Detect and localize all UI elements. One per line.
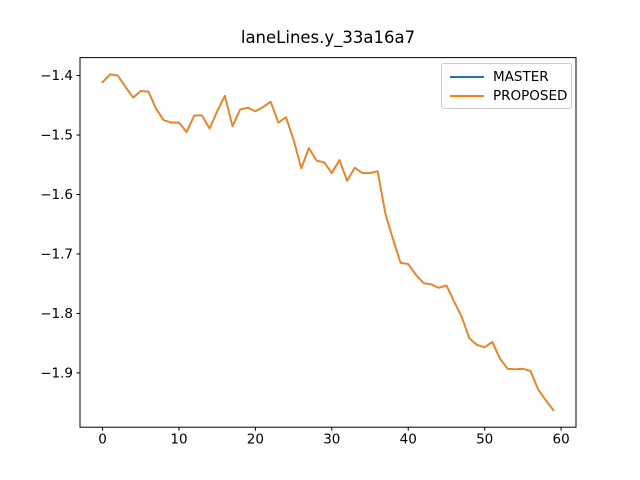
y-tick-label: −1.9: [40, 365, 73, 381]
axes-frame: [79, 57, 577, 428]
x-tick-label: 40: [400, 432, 417, 448]
legend-line-master-icon: [450, 75, 484, 78]
legend: MASTER PROPOSED: [441, 63, 572, 109]
legend-label-proposed: PROPOSED: [493, 87, 568, 104]
x-tick-label: 20: [247, 432, 264, 448]
x-tick-label: 50: [476, 432, 493, 448]
y-tick-label: −1.5: [40, 128, 73, 144]
y-tick-label: −1.6: [40, 187, 73, 203]
legend-item-master: MASTER: [450, 67, 563, 86]
legend-item-proposed: PROPOSED: [450, 86, 567, 105]
x-tick-label: 10: [170, 432, 187, 448]
chart-title: laneLines.y_33a16a7: [240, 28, 416, 47]
series-line-proposed: [101, 73, 555, 412]
legend-line-proposed-icon: [450, 94, 484, 97]
x-tick-label: 0: [98, 432, 107, 448]
series-line-master: [101, 73, 555, 412]
y-tick-label: −1.8: [40, 306, 73, 322]
y-tick-label: −1.4: [40, 68, 73, 84]
x-tick-label: 30: [323, 432, 340, 448]
x-tick-label: 60: [553, 432, 570, 448]
y-tick-label: −1.7: [40, 246, 73, 262]
legend-label-master: MASTER: [493, 68, 549, 85]
